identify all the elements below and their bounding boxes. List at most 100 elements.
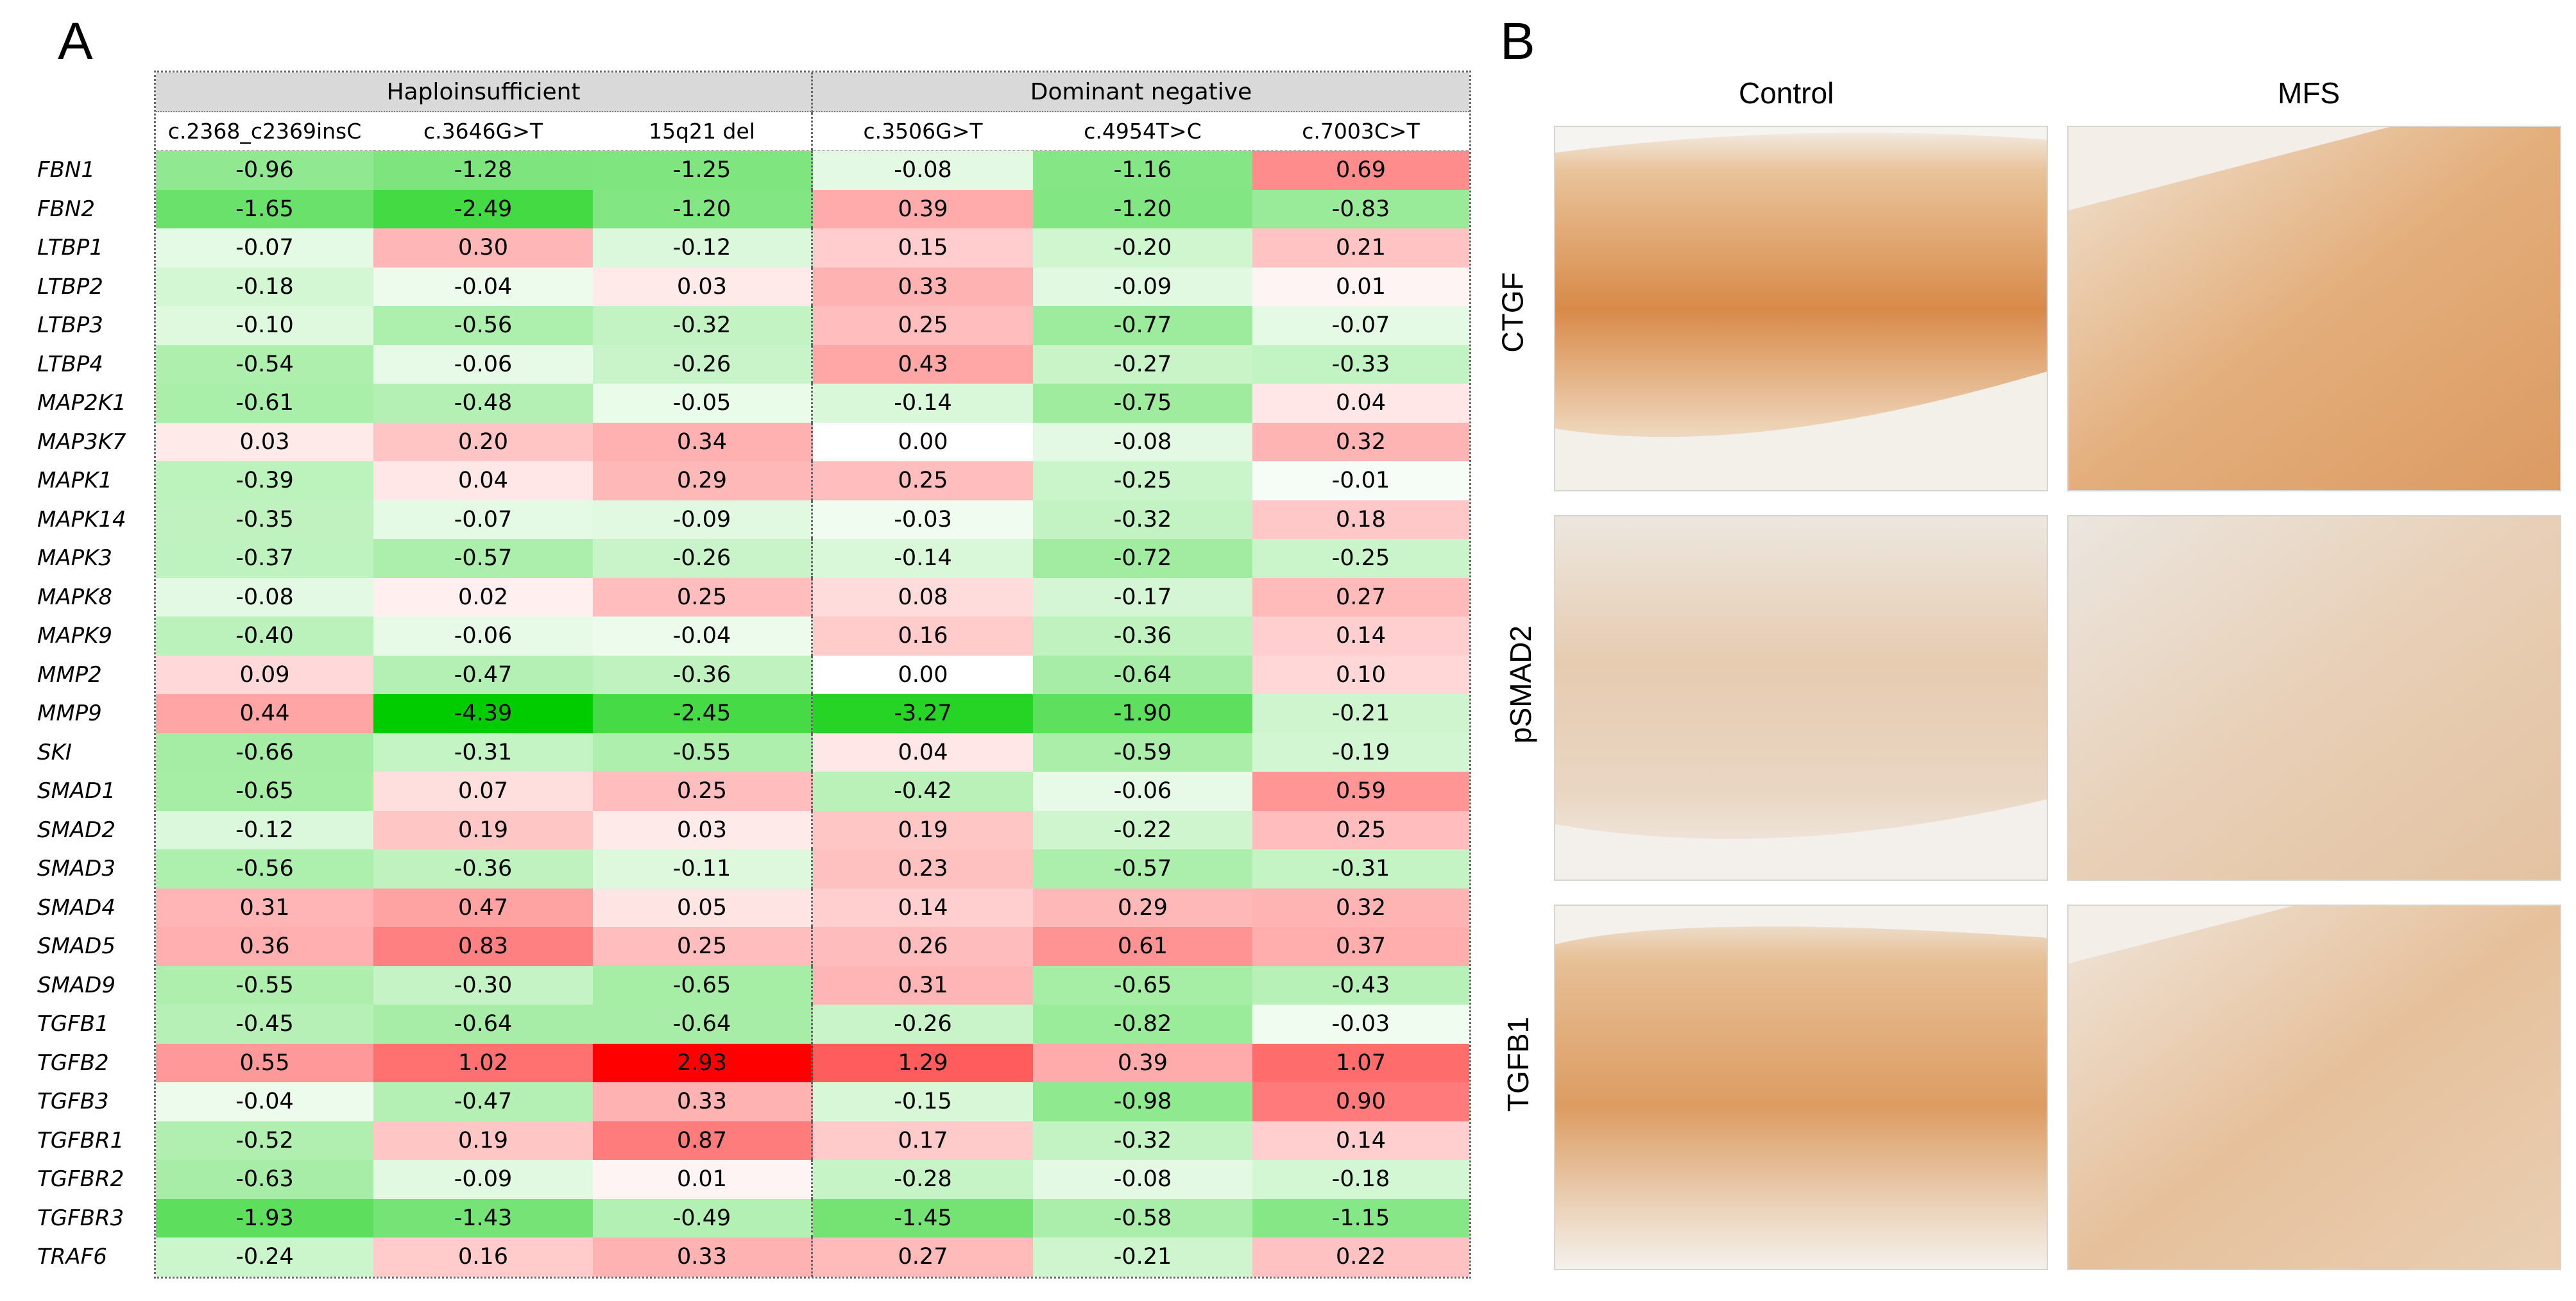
heatmap-cell: -0.47	[373, 1082, 593, 1121]
heatmap-cell: -0.21	[1252, 694, 1469, 733]
heatmap-cell: -0.32	[1033, 500, 1252, 539]
tissue-image	[1555, 127, 2047, 490]
heatmap-row: MAPK9 -0.40 -0.06 -0.04 0.16 -0.36 0.14	[37, 616, 1469, 656]
row-title-psmad2: pSMAD2	[1504, 625, 1538, 744]
gene-label: MMP9	[37, 701, 102, 727]
heatmap-row: SMAD2 -0.12 0.19 0.03 0.19 -0.22 0.25	[37, 810, 1469, 849]
heatmap-cell: 0.61	[1033, 927, 1252, 966]
gene-label: TGFBR2	[37, 1166, 124, 1193]
group-header-dominant-negative: Dominant negative	[813, 72, 1469, 112]
heatmap-row: LTBP3 -0.10 -0.56 -0.32 0.25 -0.77 -0.07	[37, 306, 1469, 345]
heatmap-row: FBN1 -0.96 -1.28 -1.25 -0.08 -1.16 0.69	[37, 151, 1469, 190]
heatmap-cell: -1.25	[593, 151, 813, 190]
heatmap-cell: -0.14	[813, 384, 1033, 423]
heatmap-cell: -0.98	[1033, 1082, 1252, 1121]
micrograph-control-ctgf	[1554, 126, 2048, 491]
gene-label: MAPK14	[37, 506, 126, 532]
heatmap-cell: 0.00	[813, 655, 1033, 694]
heatmap-cell: -2.45	[593, 694, 813, 733]
heatmap-cell: 0.29	[593, 461, 813, 500]
heatmap-cell: -0.06	[1033, 772, 1252, 811]
heatmap-cell: -1.93	[156, 1198, 373, 1237]
column-header: 15q21 del	[593, 112, 813, 151]
column-header: c.3646G>T	[373, 112, 593, 151]
heatmap-cell: 0.14	[1252, 1121, 1469, 1160]
heatmap-cell: -0.18	[156, 267, 373, 306]
heatmap-row: TGFBR2 -0.63 -0.09 0.01 -0.28 -0.08 -0.18	[37, 1160, 1469, 1199]
heatmap-cell: -0.55	[156, 965, 373, 1005]
heatmap-cell: -0.09	[1033, 267, 1252, 306]
group-header-row: Haploinsufficient Dominant negative	[156, 72, 1469, 112]
heatmap-cell: -0.49	[593, 1198, 813, 1237]
heatmap-row: TGFBR3 -1.93 -1.43 -0.49 -1.45 -0.58 -1.15	[37, 1198, 1469, 1237]
heatmap-cell: -0.31	[1252, 849, 1469, 889]
heatmap-cell: -0.25	[1033, 461, 1252, 500]
heatmap-cell: -0.64	[593, 1005, 813, 1044]
heatmap-cell: -0.83	[1252, 189, 1469, 228]
heatmap-cell: -0.37	[156, 539, 373, 578]
panel-a-label: A	[58, 12, 93, 71]
heatmap-cell: 0.16	[813, 616, 1033, 656]
gene-label: FBN2	[37, 196, 95, 222]
heatmap-cell: -0.56	[156, 849, 373, 889]
heatmap-cell: -0.04	[156, 1082, 373, 1121]
heatmap-cell: 0.33	[593, 1082, 813, 1121]
gene-label: LTBP4	[37, 351, 103, 377]
heatmap-cell: 0.03	[593, 267, 813, 306]
heatmap-cell: -0.14	[813, 539, 1033, 578]
heatmap-cell: 0.26	[813, 927, 1033, 966]
heatmap-cell: -0.09	[593, 500, 813, 539]
heatmap-cell: 0.25	[593, 772, 813, 811]
heatmap-cell: -2.49	[373, 189, 593, 228]
heatmap-cell: -0.20	[1033, 228, 1252, 268]
heatmap-cell: -0.61	[156, 384, 373, 423]
gene-label: MAPK3	[37, 545, 113, 572]
heatmap-cell: 0.39	[813, 189, 1033, 228]
heatmap-cell: -0.27	[1033, 344, 1252, 384]
row-title-ctgf: CTGF	[1496, 272, 1530, 353]
heatmap-cell: -0.31	[373, 733, 593, 772]
heatmap-cell: -0.21	[1033, 1237, 1252, 1277]
gene-label: SMAD9	[37, 972, 115, 998]
tissue-image	[2068, 127, 2560, 490]
heatmap-cell: -0.07	[373, 500, 593, 539]
heatmap-cell: 0.32	[1252, 888, 1469, 927]
heatmap-cell: -1.90	[1033, 694, 1252, 733]
heatmap-cell: -0.26	[813, 1005, 1033, 1044]
gene-label: MAPK1	[37, 468, 113, 494]
heatmap-row: TGFB2 0.55 1.02 2.93 1.29 0.39 1.07	[37, 1043, 1469, 1082]
heatmap-cell: 0.33	[813, 267, 1033, 306]
heatmap-cell: 0.19	[373, 1121, 593, 1160]
heatmap-row: SMAD1 -0.65 0.07 0.25 -0.42 -0.06 0.59	[37, 772, 1469, 811]
heatmap-cell: 2.93	[593, 1043, 813, 1082]
heatmap-cell: 0.00	[813, 422, 1033, 461]
heatmap-cell: 0.25	[593, 927, 813, 966]
heatmap-row: TRAF6 -0.24 0.16 0.33 0.27 -0.21 0.22	[37, 1237, 1469, 1277]
heatmap-row: MAPK8 -0.08 0.02 0.25 0.08 -0.17 0.27	[37, 577, 1469, 616]
heatmap-cell: -0.47	[373, 655, 593, 694]
heatmap-cell: 0.59	[1252, 772, 1469, 811]
micrograph-control-psmad2	[1554, 515, 2048, 881]
heatmap-cell: -0.08	[1033, 1160, 1252, 1199]
heatmap-cell: 0.25	[593, 577, 813, 616]
heatmap-cell: 0.27	[813, 1237, 1033, 1277]
gene-label: FBN1	[37, 157, 95, 183]
heatmap-cell: -0.57	[1033, 849, 1252, 889]
heatmap-cell: 1.07	[1252, 1043, 1469, 1082]
heatmap-cell: -0.03	[813, 500, 1033, 539]
heatmap-cell: 0.31	[813, 965, 1033, 1005]
heatmap-cell: -0.63	[156, 1160, 373, 1199]
micrograph-mfs-ctgf	[2067, 126, 2561, 491]
heatmap-cell: -0.54	[156, 344, 373, 384]
heatmap-cell: -0.33	[1252, 344, 1469, 384]
heatmap-cell: -0.57	[373, 539, 593, 578]
heatmap-cell: -4.39	[373, 694, 593, 733]
heatmap-cell: 0.02	[373, 577, 593, 616]
heatmap-cell: 1.29	[813, 1043, 1033, 1082]
heatmap-cell: -0.15	[813, 1082, 1033, 1121]
heatmap-cell: -1.20	[1033, 189, 1252, 228]
heatmap-cell: -0.26	[593, 344, 813, 384]
heatmap-row: MAPK1 -0.39 0.04 0.29 0.25 -0.25 -0.01	[37, 461, 1469, 500]
heatmap-cell: -0.04	[593, 616, 813, 656]
heatmap-row: MMP9 0.44 -4.39 -2.45 -3.27 -1.90 -0.21	[37, 694, 1469, 733]
